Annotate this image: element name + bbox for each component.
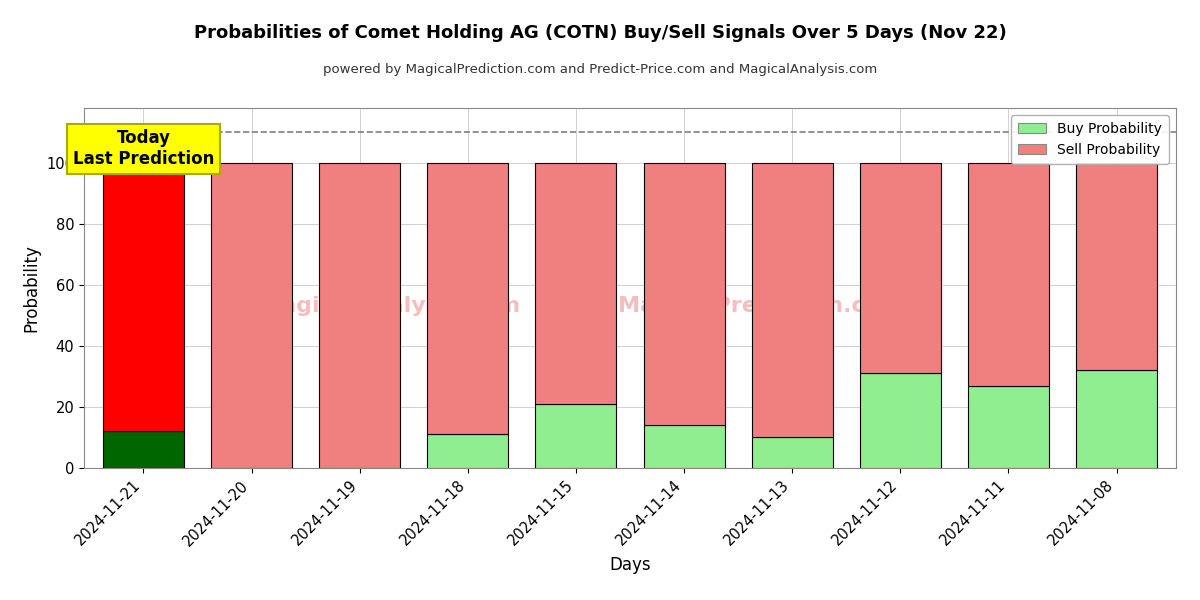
Bar xyxy=(751,163,833,437)
Bar xyxy=(859,163,941,373)
Bar xyxy=(319,163,401,468)
Bar xyxy=(211,163,292,468)
Text: Probabilities of Comet Holding AG (COTN) Buy/Sell Signals Over 5 Days (Nov 22): Probabilities of Comet Holding AG (COTN)… xyxy=(193,24,1007,42)
Bar xyxy=(968,163,1049,386)
Bar xyxy=(103,163,184,431)
Bar xyxy=(103,431,184,468)
Bar xyxy=(751,437,833,468)
Legend: Buy Probability, Sell Probability: Buy Probability, Sell Probability xyxy=(1012,115,1169,164)
Y-axis label: Probability: Probability xyxy=(23,244,41,332)
Bar xyxy=(643,163,725,425)
Bar xyxy=(427,434,509,468)
Bar xyxy=(535,404,617,468)
Bar xyxy=(643,425,725,468)
Bar xyxy=(427,163,509,434)
Bar xyxy=(968,386,1049,468)
Bar xyxy=(1076,370,1157,468)
Bar xyxy=(1076,163,1157,370)
Bar xyxy=(535,163,617,404)
Text: powered by MagicalPrediction.com and Predict-Price.com and MagicalAnalysis.com: powered by MagicalPrediction.com and Pre… xyxy=(323,63,877,76)
Text: Today
Last Prediction: Today Last Prediction xyxy=(73,130,214,168)
X-axis label: Days: Days xyxy=(610,556,650,574)
Text: MagicalPrediction.com: MagicalPrediction.com xyxy=(618,296,904,316)
Bar xyxy=(859,373,941,468)
Text: MagicalAnalysis.com: MagicalAnalysis.com xyxy=(259,296,521,316)
